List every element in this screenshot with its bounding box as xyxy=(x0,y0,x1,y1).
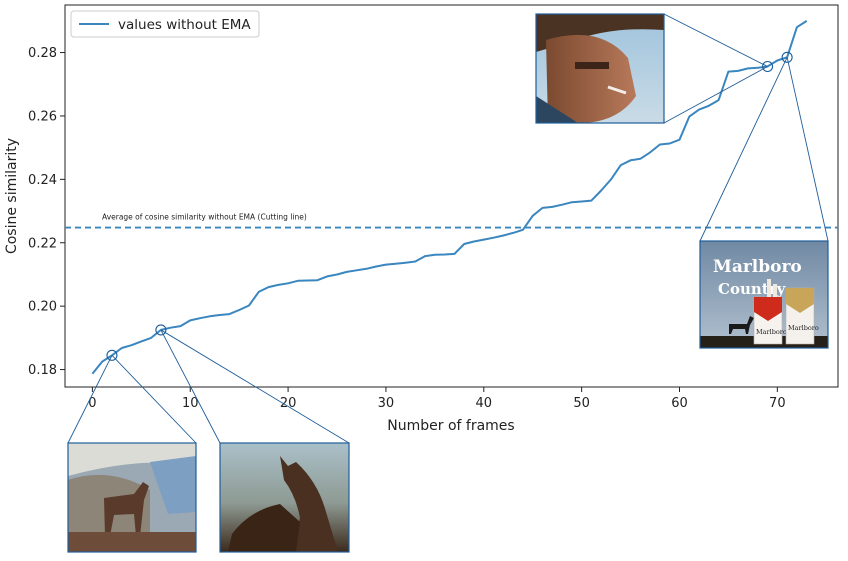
axes xyxy=(64,4,839,388)
pack-red-label: Marlboro xyxy=(756,328,787,336)
horse-muzzle xyxy=(228,504,300,552)
horse-overlay xyxy=(104,482,149,536)
x-tick-label: 60 xyxy=(671,396,688,411)
reference-line-group: Average of cosine similarity without EMA… xyxy=(65,213,838,229)
connector-line xyxy=(67,355,113,444)
y-axis-title: Cosine similarity xyxy=(4,138,20,254)
y-tick-label: 0.26 xyxy=(28,109,57,124)
series-line-values-without-ema xyxy=(91,20,808,375)
cigarette-stick-2 xyxy=(773,284,777,297)
series-group xyxy=(91,20,808,375)
eye-shadow xyxy=(575,62,609,69)
connector-line xyxy=(111,354,197,444)
cowboy-cigarette-thumbnail-frame xyxy=(535,13,665,124)
marlboro-thumbnail-frame xyxy=(699,240,829,349)
highlight-markers xyxy=(106,51,793,361)
marlboro-thumbnail: Marlboro Country Marlboro Marlboro xyxy=(700,241,828,348)
highlight-circle xyxy=(761,60,774,73)
y-tick-label: 0.18 xyxy=(28,363,57,378)
x-tick-label: 0 xyxy=(88,396,96,411)
x-tick-label: 50 xyxy=(573,396,590,411)
y-tick-label: 0.22 xyxy=(28,236,57,251)
legend: values without EMA xyxy=(70,10,260,38)
horse-head xyxy=(280,456,338,552)
pack-gold-chevron xyxy=(786,288,814,313)
horse-head-thumbnail-frame xyxy=(219,442,350,553)
cowboy-cigarette-thumbnail xyxy=(536,14,664,123)
ground-overlay xyxy=(68,532,196,552)
horse-silhouette xyxy=(729,316,754,334)
plot-area-frame xyxy=(64,4,839,388)
ticks-group: 0 10 20 30 40 50 60 70 0.18 0.20 0.22 0.24 0.26 0.28 xyxy=(28,46,786,411)
cigarette-stick-1 xyxy=(767,279,771,297)
y-tick-label: 0.24 xyxy=(28,173,57,188)
highlight-circle xyxy=(155,324,167,336)
x-tick-label: 70 xyxy=(769,396,786,411)
x-tick-label: 30 xyxy=(378,396,395,411)
connector-line xyxy=(663,66,768,124)
sky-patch xyxy=(150,456,196,514)
y-tick-label: 0.28 xyxy=(28,46,57,61)
cowboy-horse-thumbnail-frame xyxy=(67,442,197,553)
y-tick-label: 0.20 xyxy=(28,300,57,315)
x-tick-label: 20 xyxy=(280,396,297,411)
legend-label: values without EMA xyxy=(118,17,251,33)
average-cutting-line-label: Average of cosine similarity without EMA… xyxy=(102,213,307,222)
hat-brim-overlay xyxy=(68,443,196,476)
connector-line xyxy=(786,57,829,242)
highlight-circle xyxy=(781,51,793,63)
horse-head-thumbnail xyxy=(220,443,349,552)
connector-line xyxy=(663,13,768,67)
cigarette xyxy=(607,85,627,95)
highlight-circle xyxy=(106,349,118,361)
connector-line xyxy=(699,57,788,242)
legend-box xyxy=(70,10,260,38)
x-tick-label: 10 xyxy=(182,396,199,411)
x-tick-label: 40 xyxy=(476,396,493,411)
marlboro-title: Marlboro xyxy=(713,257,802,277)
cowboy-horse-thumbnail xyxy=(68,443,196,552)
shirt-collar xyxy=(536,96,578,123)
connector-line xyxy=(160,329,350,444)
pack-red-chevron xyxy=(754,297,782,321)
thumbnail-connectors xyxy=(67,13,829,444)
connector-line xyxy=(160,329,221,444)
x-axis-title: Number of frames xyxy=(387,418,514,434)
pack-gold-label: Marlboro xyxy=(788,324,819,332)
cowboy-face xyxy=(546,34,636,123)
